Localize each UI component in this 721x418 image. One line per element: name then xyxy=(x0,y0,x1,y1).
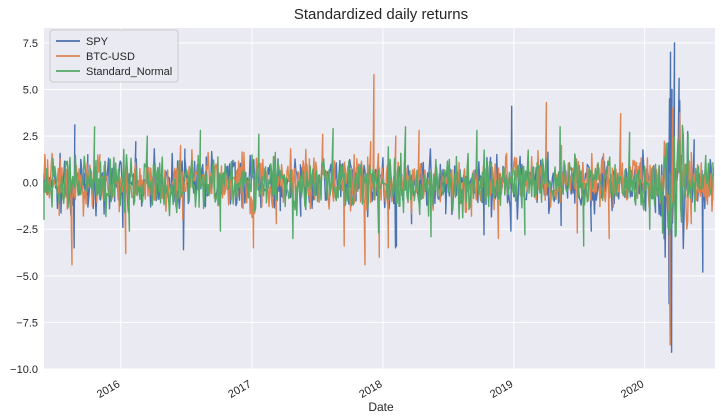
legend-label: SPY xyxy=(86,36,109,48)
x-tick-label: 2019 xyxy=(488,378,515,401)
x-axis-label: Date xyxy=(368,400,394,414)
y-tick-labels: 7.5 5.0 2.5 0.0 −2.5 −5.0 −7.5 −10.0 xyxy=(10,38,38,376)
y-tick-label: −5.0 xyxy=(16,271,38,283)
legend: SPY BTC-USD Standard_Normal xyxy=(49,29,179,83)
y-tick-label: 5.0 xyxy=(23,84,38,96)
series-line-2 xyxy=(43,124,714,247)
legend-box xyxy=(49,29,179,83)
x-tick-labels: 2016 2017 2018 2019 2020 xyxy=(95,378,646,401)
y-tick-label: 0.0 xyxy=(23,178,38,190)
gridlines xyxy=(44,28,715,370)
y-tick-label: 2.5 xyxy=(23,131,38,143)
x-tick-label: 2020 xyxy=(619,378,646,401)
legend-label: Standard_Normal xyxy=(86,66,172,78)
y-tick-label: 7.5 xyxy=(23,38,38,50)
x-tick-label: 2018 xyxy=(357,378,384,401)
x-tick-label: 2016 xyxy=(95,378,122,401)
series-lines xyxy=(43,42,714,353)
legend-label: BTC-USD xyxy=(86,51,135,63)
chart-title: Standardized daily returns xyxy=(294,6,468,23)
y-tick-label: −7.5 xyxy=(16,317,38,329)
x-tick-label: 2017 xyxy=(226,378,253,401)
y-tick-label: −10.0 xyxy=(10,364,38,376)
y-tick-label: −2.5 xyxy=(16,224,38,236)
